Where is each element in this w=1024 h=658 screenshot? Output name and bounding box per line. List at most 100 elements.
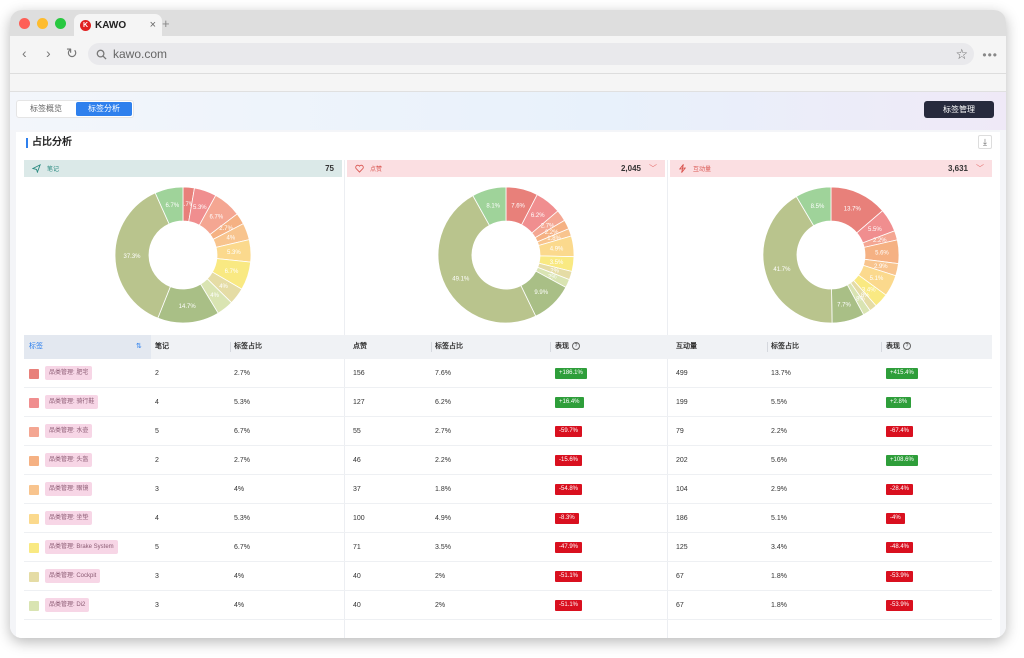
donut-slice-label: 4% [210, 293, 219, 299]
sort-icon[interactable]: ⇅ [136, 343, 142, 350]
bookmarks-bar [10, 74, 1006, 92]
notes-share-cell: 4% [234, 602, 245, 609]
donut-slice-label: 7.6% [511, 203, 525, 209]
header-interactions-share[interactable]: 标签占比 [771, 343, 799, 350]
donut-slice-label: 8.5% [811, 204, 825, 210]
maximize-window-button[interactable] [55, 18, 66, 29]
close-window-button[interactable] [19, 18, 30, 29]
forward-icon[interactable]: › [46, 45, 51, 61]
color-swatch [29, 514, 39, 524]
donut-slice-label: 41.7% [773, 267, 791, 273]
app-header: 标签概览 标签分析 标签管理 [10, 92, 1006, 130]
view-switcher: 标签概览 标签分析 [16, 100, 134, 118]
donut-slice[interactable] [762, 195, 833, 324]
likes-share-cell: 6.2% [435, 399, 451, 406]
reload-icon[interactable]: ↻ [66, 45, 78, 61]
tag-chip[interactable]: 品类管理: 坐垫 [45, 511, 93, 525]
likes-perf-badge: +186.1% [555, 368, 587, 379]
tag-chip[interactable]: 品类管理: 肥宅 [45, 366, 93, 380]
donut-slice[interactable] [114, 192, 171, 319]
metric-notes[interactable]: 笔记 75 [24, 160, 342, 177]
donut-slice-label: 6.7% [225, 269, 239, 275]
interactions-cell: 125 [676, 544, 688, 551]
likes-share-cell: 3.5% [435, 544, 451, 551]
browser-tab[interactable]: K KAWO × [74, 14, 162, 36]
download-icon[interactable]: ⤓ [978, 135, 992, 149]
interactions-perf-badge: -53.9% [886, 600, 914, 611]
color-swatch [29, 369, 39, 379]
tab-tag-overview[interactable]: 标签概览 [30, 104, 62, 113]
url-bar[interactable]: kawo.com ☆ [88, 43, 974, 65]
tab-tag-analysis[interactable]: 标签分析 [76, 102, 132, 116]
notes-cell: 5 [155, 544, 159, 551]
donut-slice-label: 5.5% [868, 227, 882, 233]
donut-slice-label: 14.7% [179, 304, 197, 310]
interactions-cell: 79 [676, 428, 684, 435]
header-notes-share[interactable]: 标签占比 [234, 343, 262, 350]
browser-menu-icon[interactable]: ••• [982, 48, 998, 62]
table-row: 品类管理: Brake System 5 6.7% 71 3.5% -47.9% 125 3.… [24, 533, 992, 562]
table-row: 品类管理: Di2 3 4% 40 2% -51.1% 67 1.8% -53.9% [24, 591, 992, 620]
likes-perf-badge: -47.9% [555, 542, 583, 553]
notes-share-cell: 4% [234, 486, 245, 493]
header-likes-share[interactable]: 标签占比 [435, 343, 463, 350]
donut-slice[interactable] [795, 186, 832, 227]
donut-slice-label: 5.3% [227, 250, 241, 256]
chevron-down-icon[interactable]: ﹀ [649, 164, 657, 173]
likes-share-cell: 2% [435, 602, 446, 609]
tag-chip[interactable]: 品类管理: Di2 [45, 598, 90, 612]
header-likes[interactable]: 点赞 [353, 343, 367, 350]
donut-slice-label: 6.7% [209, 214, 223, 220]
interactions-perf-badge: +415.4% [886, 368, 918, 379]
likes-share-cell: 2.2% [435, 457, 451, 464]
bookmark-star-icon[interactable]: ☆ [955, 45, 968, 62]
metric-likes[interactable]: 点赞 2,045 ﹀ [347, 160, 665, 177]
metric-interactions-label: 互动量 [693, 167, 712, 173]
back-icon[interactable]: ‹ [22, 45, 27, 61]
tag-chip[interactable]: 品类管理: 眼镜 [45, 482, 93, 496]
notes-donut-chart: 2.7%5.3%6.7%2.7%4%5.3%6.7%4%4%14.7%37.3%… [114, 186, 252, 324]
metric-interactions[interactable]: 互动量 3,631 ﹀ [670, 160, 992, 177]
header-notes[interactable]: 笔记 [155, 343, 169, 350]
chevron-down-icon[interactable]: ﹀ [976, 164, 984, 173]
donut-slice-label: 49.1% [452, 277, 470, 283]
metric-notes-value: 75 [325, 164, 334, 173]
table-row: 品类管理: 骑行鞋 4 5.3% 127 6.2% +16.4% 199 5.5% +2.8% [24, 388, 992, 417]
search-icon [96, 49, 107, 60]
likes-cell: 156 [353, 370, 365, 377]
donut-slice-label: 1.8% [851, 296, 865, 302]
table-row: 品类管理: 肥宅 2 2.7% 156 7.6% +186.1% 499 13.7% +415.… [24, 359, 992, 388]
header-likes-perf[interactable]: 表现? [555, 335, 580, 359]
tag-manage-button[interactable]: 标签管理 [924, 101, 994, 118]
question-mark-icon[interactable]: ? [572, 342, 580, 351]
question-mark-icon[interactable]: ? [903, 342, 911, 351]
interactions-share-cell: 3.4% [771, 544, 787, 551]
likes-cell: 37 [353, 486, 361, 493]
donut-slice-label: 9.9% [534, 290, 548, 296]
tag-chip[interactable]: 品类管理: 头盔 [45, 453, 93, 467]
tag-chip[interactable]: 品类管理: Brake System [45, 540, 118, 554]
lightning-icon [678, 164, 687, 173]
tag-chip[interactable]: 品类管理: 水壶 [45, 424, 93, 438]
header-interactions-perf[interactable]: 表现? [886, 335, 911, 359]
donut-slice[interactable] [154, 186, 184, 225]
donut-slice[interactable] [472, 186, 507, 226]
color-swatch [29, 456, 39, 466]
tag-chip[interactable]: 品类管理: Cockpit [45, 569, 101, 583]
header-likes-perf-label: 表现 [555, 343, 569, 350]
donut-slice-label: 4.9% [550, 246, 564, 252]
tag-chip[interactable]: 品类管理: 骑行鞋 [45, 395, 99, 409]
new-tab-button[interactable]: + [162, 16, 170, 31]
color-swatch [29, 572, 39, 582]
close-tab-icon[interactable]: × [149, 19, 156, 31]
likes-perf-badge: -59.7% [555, 426, 583, 437]
app-content: 标签概览 标签分析 标签管理 占比分析 ⤓ 笔记 75 点赞 2,045 [10, 92, 1006, 638]
minimize-window-button[interactable] [37, 18, 48, 29]
donut-slice[interactable] [437, 195, 537, 324]
donut-slice-label: 7.7% [837, 302, 851, 308]
likes-share-cell: 7.6% [435, 370, 451, 377]
donut-slice-label: 4% [219, 284, 228, 290]
interactions-cell: 186 [676, 515, 688, 522]
header-interactions[interactable]: 互动量 [676, 343, 697, 350]
interactions-cell: 67 [676, 602, 684, 609]
